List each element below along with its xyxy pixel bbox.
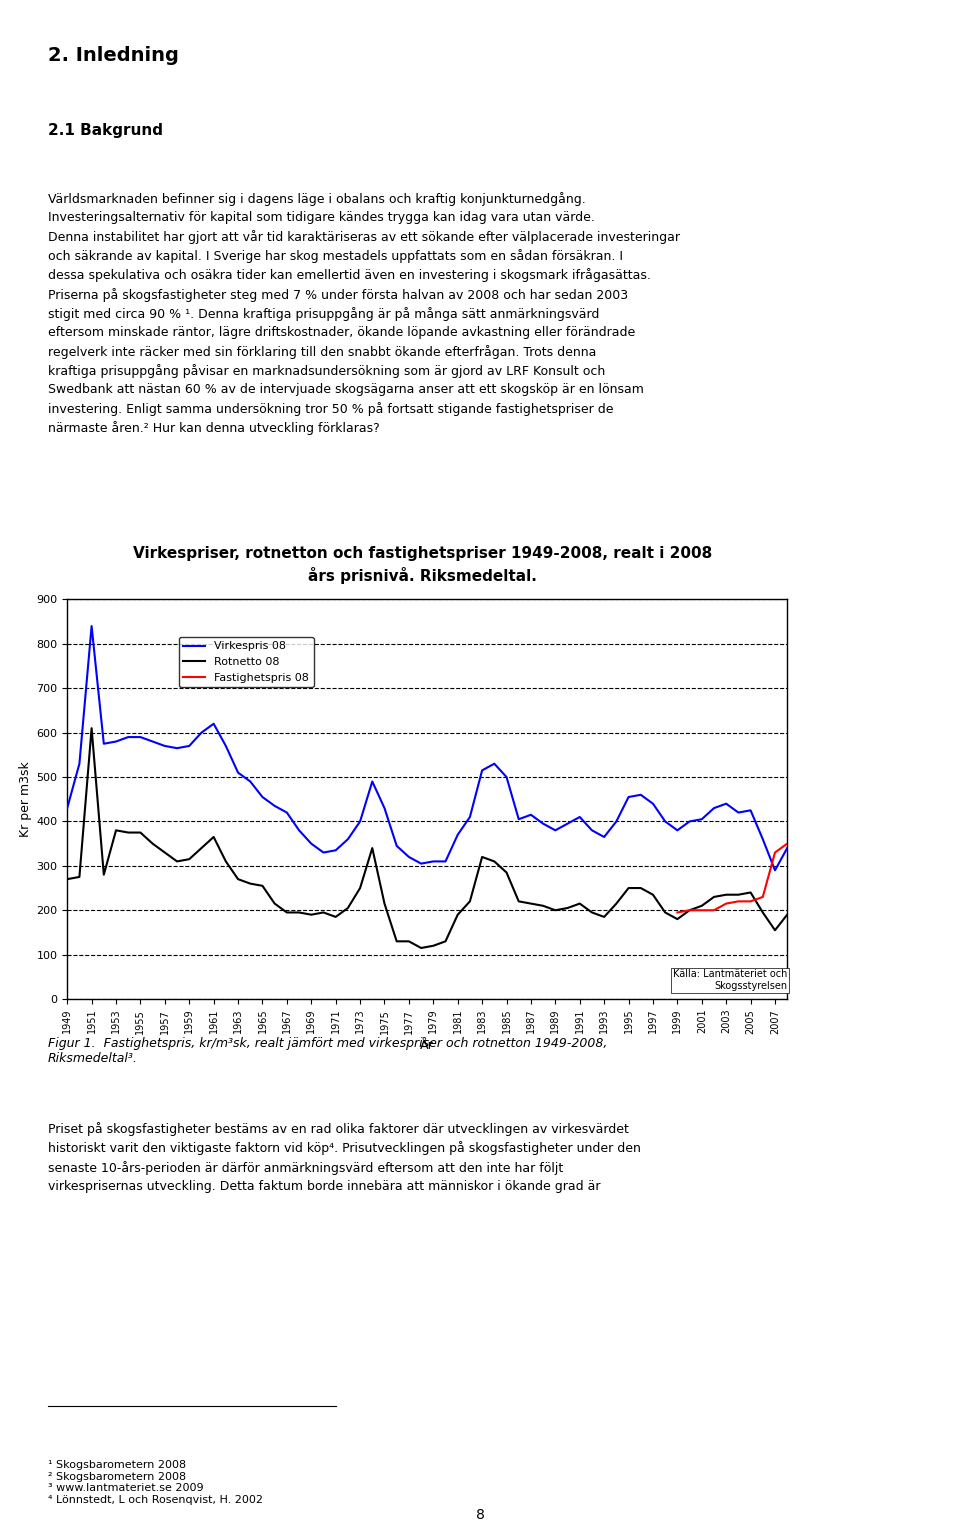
Legend: Virkespris 08, Rotnetto 08, Fastighetspris 08: Virkespris 08, Rotnetto 08, Fastighetspr… <box>179 636 314 687</box>
Y-axis label: Kr per m3sk: Kr per m3sk <box>19 761 33 838</box>
Text: års prisnivå. Riksmedeltal.: års prisnivå. Riksmedeltal. <box>308 567 537 584</box>
Text: 2.1 Bakgrund: 2.1 Bakgrund <box>48 123 163 138</box>
Text: Virkespriser, rotnetton och fastighetspriser 1949-2008, realt i 2008: Virkespriser, rotnetton och fastighetspr… <box>132 546 712 561</box>
Text: Priset på skogsfastigheter bestäms av en rad olika faktorer där utvecklingen av : Priset på skogsfastigheter bestäms av en… <box>48 1122 641 1193</box>
X-axis label: År: År <box>420 1039 434 1053</box>
Text: Källa: Lantmäteriet och
Skogsstyrelsen: Källa: Lantmäteriet och Skogsstyrelsen <box>673 970 787 991</box>
Text: ¹ Skogsbarometern 2008
² Skogsbarometern 2008
³ www.lantmateriet.se 2009
⁴ Lönns: ¹ Skogsbarometern 2008 ² Skogsbarometern… <box>48 1460 263 1505</box>
Text: 8: 8 <box>475 1508 485 1522</box>
Text: 2. Inledning: 2. Inledning <box>48 46 179 65</box>
Text: Figur 1.  Fastighetspris, kr/m³sk, realt jämfört med virkespriser och rotnetton : Figur 1. Fastighetspris, kr/m³sk, realt … <box>48 1037 608 1065</box>
Text: Världsmarknaden befinner sig i dagens läge i obalans och kraftig konjunkturnedgå: Världsmarknaden befinner sig i dagens lä… <box>48 192 680 435</box>
